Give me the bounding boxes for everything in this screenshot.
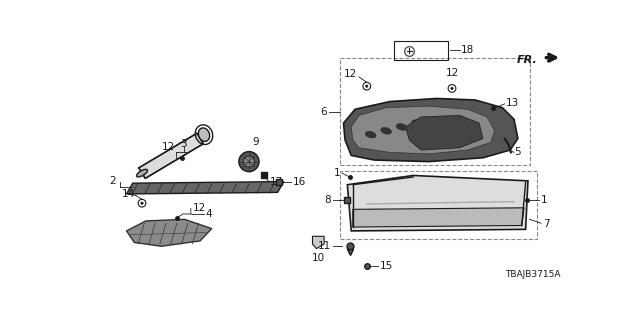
Text: 5: 5	[514, 147, 520, 157]
Text: 1: 1	[540, 195, 547, 205]
Ellipse shape	[136, 169, 147, 177]
Text: 15: 15	[380, 260, 393, 270]
Polygon shape	[312, 236, 324, 249]
Circle shape	[138, 199, 146, 207]
Text: FR.: FR.	[516, 55, 537, 65]
Polygon shape	[353, 208, 524, 227]
Circle shape	[365, 85, 368, 87]
Text: 2: 2	[109, 176, 116, 186]
Text: 4: 4	[205, 209, 212, 219]
Circle shape	[141, 202, 143, 204]
Text: 8: 8	[324, 195, 331, 205]
Polygon shape	[351, 106, 495, 154]
Text: 3: 3	[180, 139, 187, 149]
Text: 1: 1	[334, 168, 340, 178]
Text: 7: 7	[543, 219, 549, 229]
Text: 17: 17	[270, 177, 283, 188]
Circle shape	[243, 156, 255, 167]
Text: 6: 6	[321, 107, 327, 116]
Text: 12: 12	[445, 68, 459, 78]
Ellipse shape	[198, 128, 210, 141]
Polygon shape	[344, 99, 518, 162]
Text: 11: 11	[318, 241, 331, 251]
Circle shape	[363, 82, 371, 90]
Ellipse shape	[412, 120, 422, 126]
Text: 10: 10	[312, 253, 324, 263]
Text: 9: 9	[252, 137, 259, 147]
Text: 14: 14	[122, 189, 134, 199]
Text: 12: 12	[193, 203, 205, 213]
Text: TBAJB3715A: TBAJB3715A	[505, 270, 561, 279]
Circle shape	[239, 152, 259, 172]
Circle shape	[451, 87, 453, 90]
Bar	[394, 41, 448, 60]
Polygon shape	[348, 175, 528, 231]
Circle shape	[448, 84, 456, 92]
Text: 13: 13	[506, 98, 520, 108]
Text: 12: 12	[162, 142, 175, 152]
Polygon shape	[139, 133, 204, 179]
Polygon shape	[127, 219, 212, 246]
Ellipse shape	[396, 124, 407, 130]
Polygon shape	[406, 116, 483, 150]
Text: 12: 12	[344, 69, 358, 79]
Text: 18: 18	[461, 45, 474, 55]
Ellipse shape	[381, 127, 392, 134]
Polygon shape	[127, 182, 284, 194]
Text: 16: 16	[292, 177, 306, 188]
Ellipse shape	[365, 132, 376, 138]
